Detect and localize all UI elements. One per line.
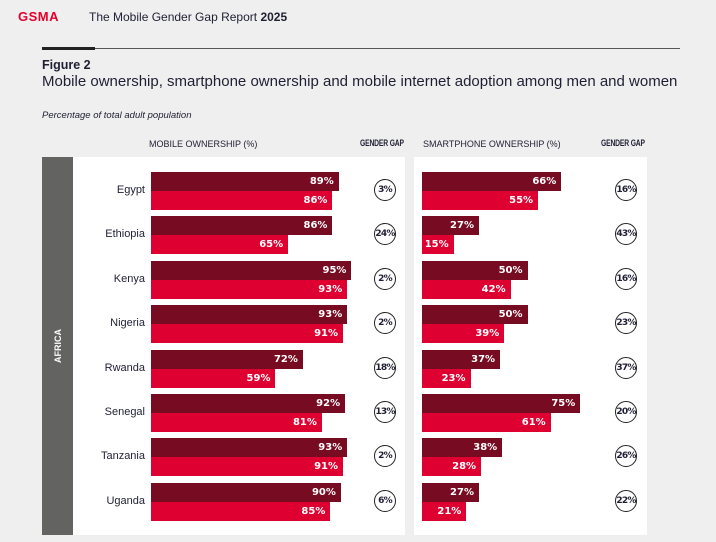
gender-gap-badge: 16% <box>615 179 637 201</box>
bar-men: 93% <box>151 305 348 325</box>
bar-women: 23% <box>422 368 471 388</box>
bar-women: 55% <box>422 191 539 210</box>
bar-men: 86% <box>151 216 333 236</box>
gap-title-mobile: GENDER GAP <box>360 138 404 148</box>
gender-gap-badge: 2% <box>374 445 396 468</box>
report-title: The Mobile Gender Gap Report 2025 <box>89 10 287 24</box>
report-name: The Mobile Gender Gap Report <box>89 10 258 24</box>
mobile-panel <box>42 157 405 535</box>
bar-women: 21% <box>422 501 467 521</box>
bar-women: 42% <box>422 279 511 299</box>
bar-women: 59% <box>151 368 276 388</box>
bar-men: 27% <box>422 482 479 502</box>
country-label: Senegal <box>104 406 145 418</box>
bar-women: 93% <box>151 279 348 299</box>
country-label: Kenya <box>113 272 145 285</box>
bar-men: 50% <box>422 260 528 280</box>
bar-men: 92% <box>151 394 346 413</box>
bar-men: 93% <box>151 438 348 458</box>
bar-women: 81% <box>151 413 322 432</box>
bar-men: 72% <box>151 349 303 369</box>
gender-gap-badge: 6% <box>374 489 396 512</box>
country-label: Uganda <box>106 494 145 507</box>
divider-accent <box>42 47 95 50</box>
bar-women: 65% <box>151 235 289 255</box>
panel-title-smartphone: SMARTPHONE OWNERSHIP (%) <box>423 139 561 149</box>
bar-women: 15% <box>422 235 454 255</box>
bar-men: 90% <box>151 482 341 502</box>
figure-label: Figure 2 <box>42 58 91 72</box>
bar-men: 37% <box>422 349 501 369</box>
bar-men: 75% <box>422 394 581 413</box>
bar-women: 39% <box>422 324 505 344</box>
gsma-logo: GSMA <box>18 9 59 24</box>
gender-gap-badge: 22% <box>615 489 637 512</box>
divider <box>42 48 680 49</box>
report-year: 2025 <box>260 10 288 24</box>
gender-gap-badge: 37% <box>615 356 637 379</box>
bar-men: 95% <box>151 260 352 280</box>
bar-women: 91% <box>151 457 343 477</box>
gender-gap-badge: 2% <box>374 312 396 335</box>
figure-subtitle: Percentage of total adult population <box>42 110 192 121</box>
gender-gap-badge: 13% <box>374 401 396 423</box>
bar-women: 28% <box>422 457 482 477</box>
bar-men: 27% <box>422 216 479 236</box>
country-label: Tanzania <box>100 450 145 463</box>
bar-women: 91% <box>151 324 343 344</box>
bar-men: 50% <box>422 305 528 325</box>
region-label: AFRICA <box>52 329 63 363</box>
bar-men: 66% <box>422 172 562 191</box>
country-label: Egypt <box>116 184 145 196</box>
gender-gap-badge: 43% <box>615 223 637 246</box>
gender-gap-badge: 3% <box>374 179 396 201</box>
country-label: Nigeria <box>110 317 145 330</box>
gender-gap-badge: 23% <box>615 312 637 335</box>
bar-women: 85% <box>151 501 331 521</box>
country-label: Rwanda <box>104 361 145 374</box>
figure-title: Mobile ownership, smartphone ownership a… <box>42 73 678 90</box>
region-band: AFRICA <box>42 157 73 535</box>
bar-women: 61% <box>422 413 551 432</box>
country-label: Ethiopia <box>105 228 145 241</box>
bar-men: 89% <box>151 172 339 191</box>
bar-men: 38% <box>422 438 503 458</box>
gender-gap-badge: 20% <box>615 401 637 423</box>
gender-gap-badge: 24% <box>374 223 396 246</box>
gender-gap-badge: 2% <box>374 267 396 290</box>
gap-title-smartphone: GENDER GAP <box>601 138 645 148</box>
gender-gap-badge: 26% <box>615 445 637 468</box>
bar-women: 86% <box>151 191 333 210</box>
gender-gap-badge: 16% <box>615 267 637 290</box>
panel-title-mobile: MOBILE OWNERSHIP (%) <box>149 139 258 149</box>
gender-gap-badge: 18% <box>374 356 396 379</box>
smartphone-panel <box>414 157 647 535</box>
